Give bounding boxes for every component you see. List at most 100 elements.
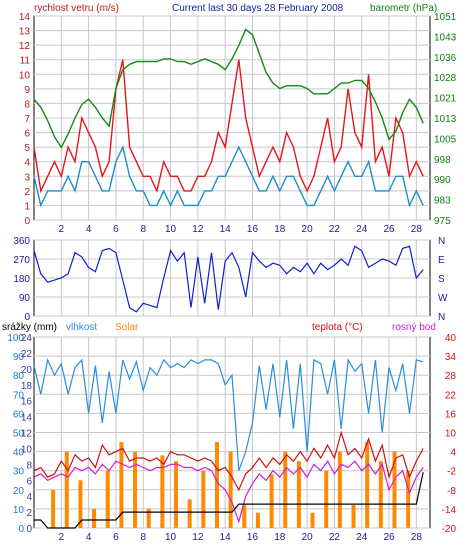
solar-bar bbox=[324, 470, 329, 528]
temperature-y-tick-label: -20 bbox=[442, 524, 457, 535]
wind-x-tick-label: 16 bbox=[247, 224, 259, 235]
weather-x-tick-label: 14 bbox=[220, 532, 232, 543]
direction-line bbox=[33, 245, 424, 313]
wind-ylabel-left: rychlost vetru (m/s) bbox=[34, 3, 119, 14]
weather-x-tick-label: 20 bbox=[302, 532, 314, 543]
wind-average-line bbox=[33, 144, 424, 208]
wind-y-tick-label: 3 bbox=[24, 172, 30, 183]
legend-dewpoint: rosný bod bbox=[392, 322, 436, 333]
temperature-line bbox=[33, 430, 424, 492]
pressure-line bbox=[33, 28, 424, 149]
rain-y-tick-label: 12 bbox=[21, 429, 33, 440]
wind-y-right-tick-label: 990 bbox=[434, 175, 451, 186]
solar-bar bbox=[105, 470, 110, 528]
solar-bar bbox=[255, 512, 260, 528]
solar-bar bbox=[406, 470, 411, 528]
temperature-y-tick-label: 16 bbox=[445, 409, 457, 420]
wind-y-tick-label: 9 bbox=[24, 85, 30, 96]
solar-bar bbox=[160, 455, 165, 528]
solar-bar bbox=[133, 451, 138, 528]
wind-y-right-tick-label: 1028 bbox=[434, 73, 457, 84]
rain-line bbox=[34, 472, 424, 529]
rain-y-tick-label: 18 bbox=[21, 381, 33, 392]
solar-bar bbox=[365, 442, 370, 528]
solar-bar bbox=[64, 451, 69, 528]
solar-bar bbox=[174, 461, 179, 528]
wind-x-tick-label: 24 bbox=[356, 224, 368, 235]
humidity-y-tick-label: 90 bbox=[13, 352, 25, 363]
wind-y-tick-label: 7 bbox=[24, 114, 30, 125]
weather-x-tick-label: 22 bbox=[329, 532, 341, 543]
direction-compass-label: N bbox=[438, 312, 445, 323]
humidity-y-tick-label: 0 bbox=[18, 524, 24, 535]
wind-y-tick-label: 14 bbox=[19, 12, 31, 23]
solar-bar bbox=[214, 442, 219, 528]
wind-title: Current last 30 days 28 February 2008 bbox=[172, 3, 344, 14]
weather-x-tick-label: 4 bbox=[86, 532, 92, 543]
humidity-y-tick-label: 20 bbox=[13, 486, 25, 497]
solar-bar bbox=[337, 451, 342, 528]
solar-bar bbox=[351, 505, 356, 528]
solar-bar bbox=[119, 442, 124, 528]
weather-x-tick-label: 24 bbox=[356, 532, 368, 543]
weather-x-tick-label: 6 bbox=[113, 532, 119, 543]
direction-compass-label: S bbox=[438, 274, 445, 285]
rain-y-tick-label: 10 bbox=[21, 444, 33, 455]
wind-y-tick-label: 4 bbox=[24, 158, 30, 169]
solar-bar bbox=[269, 474, 274, 528]
direction-compass-label: N bbox=[438, 236, 445, 247]
solar-bar bbox=[296, 461, 301, 528]
solar-bar bbox=[51, 489, 56, 528]
direction-y-tick-label: 270 bbox=[13, 255, 30, 266]
wind-y-tick-label: 1 bbox=[24, 201, 30, 212]
wind-y-tick-label: 13 bbox=[19, 27, 31, 38]
wind-y-tick-label: 8 bbox=[24, 99, 30, 110]
wind-y-tick-label: 0 bbox=[24, 216, 30, 227]
wind-gust-line bbox=[33, 59, 424, 194]
legend-rain: srážky (mm) bbox=[2, 322, 57, 333]
solar-bar bbox=[392, 451, 397, 528]
temperature-y-tick-label: -2 bbox=[447, 467, 456, 478]
wind-x-tick-label: 18 bbox=[274, 224, 286, 235]
weather-x-tick-label: 28 bbox=[411, 532, 423, 543]
rain-y-tick-label: 20 bbox=[21, 365, 33, 376]
wind-y-tick-label: 2 bbox=[24, 187, 30, 198]
rain-y-tick-label: 14 bbox=[21, 413, 33, 424]
temperature-y-tick-label: 10 bbox=[445, 429, 457, 440]
wind-x-tick-label: 2 bbox=[59, 224, 65, 235]
rain-y-tick-label: 4 bbox=[26, 492, 32, 503]
direction-y-tick-label: 180 bbox=[13, 274, 30, 285]
solar-bar bbox=[378, 461, 383, 528]
wind-ylabel-right: barometr (hPa) bbox=[370, 3, 437, 14]
rain-y-tick-label: 0 bbox=[26, 524, 32, 535]
humidity-y-tick-label: 70 bbox=[13, 390, 25, 401]
weather-x-tick-label: 8 bbox=[140, 532, 146, 543]
weather-x-tick-label: 26 bbox=[383, 532, 395, 543]
wind-x-tick-label: 10 bbox=[165, 224, 177, 235]
weather-x-tick-label: 10 bbox=[165, 532, 177, 543]
humidity-y-tick-label: 30 bbox=[13, 467, 25, 478]
rain-y-tick-label: 16 bbox=[21, 397, 33, 408]
wind-x-tick-label: 8 bbox=[140, 224, 146, 235]
temperature-y-tick-label: 4 bbox=[450, 448, 456, 459]
solar-bar bbox=[78, 480, 83, 528]
rain-y-tick-label: 22 bbox=[21, 349, 33, 360]
temperature-y-tick-label: -8 bbox=[447, 486, 456, 497]
solar-bar bbox=[201, 470, 206, 528]
wind-y-tick-label: 11 bbox=[20, 56, 31, 67]
wind-y-right-tick-label: 1005 bbox=[434, 134, 457, 145]
wind-x-tick-label: 28 bbox=[411, 224, 423, 235]
wind-y-right-tick-label: 975 bbox=[434, 216, 451, 227]
solar-bar bbox=[242, 505, 247, 528]
wind-y-right-tick-label: 1036 bbox=[434, 53, 457, 64]
humidity-y-tick-label: 10 bbox=[13, 505, 25, 516]
wind-y-right-tick-label: 1013 bbox=[434, 114, 457, 125]
wind-x-tick-label: 14 bbox=[220, 224, 232, 235]
wind-x-tick-label: 6 bbox=[113, 224, 119, 235]
wind-y-right-tick-label: 1043 bbox=[434, 32, 457, 43]
wind-y-tick-label: 6 bbox=[24, 129, 30, 140]
temperature-y-tick-label: 34 bbox=[445, 352, 457, 363]
direction-compass-label: E bbox=[438, 255, 445, 266]
legend-temperature: teplota (°C) bbox=[312, 322, 363, 333]
